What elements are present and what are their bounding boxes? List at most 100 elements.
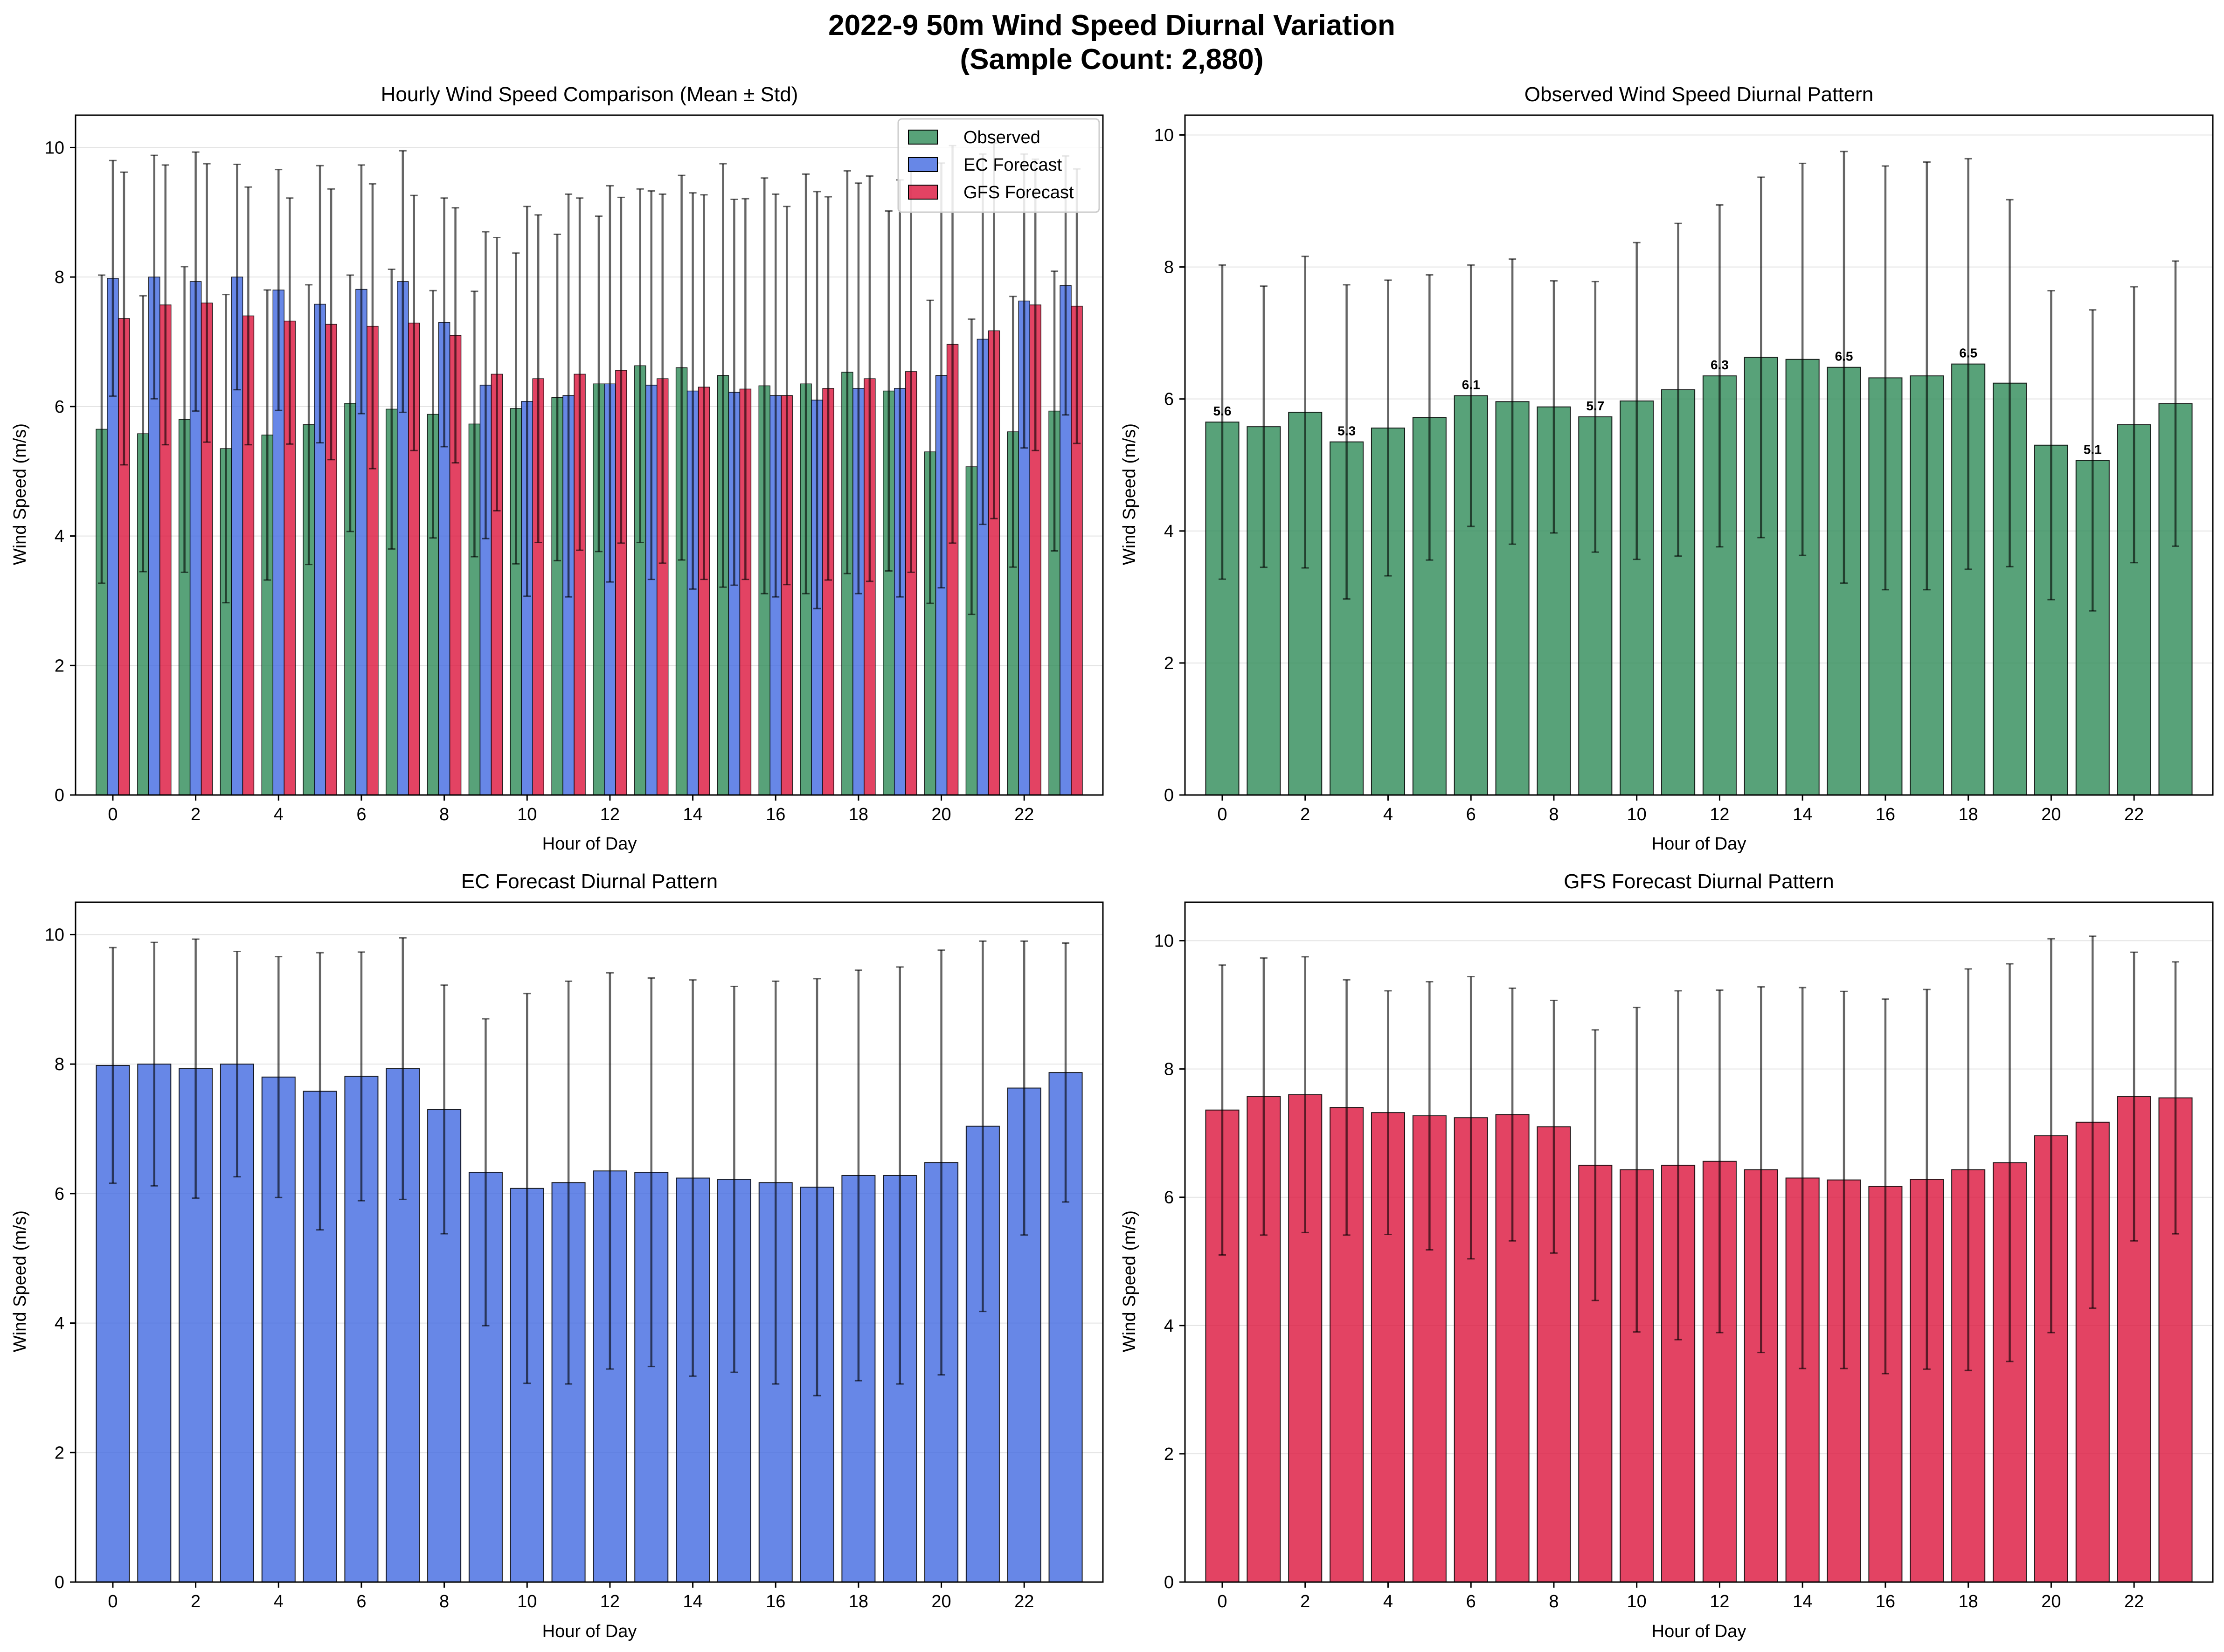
comparison-ytick-label: 6 [55, 397, 64, 417]
observed-ytick-label: 10 [1154, 125, 1174, 145]
observed-xtick-label: 22 [2124, 805, 2144, 824]
comparison-xtick-label: 2 [191, 805, 201, 824]
comparison-xtick-label: 12 [600, 805, 620, 824]
comparison-ytick-label: 10 [45, 138, 64, 158]
ec-ytick-label: 4 [55, 1314, 64, 1334]
panel-observed-xlabel: Hour of Day [1652, 834, 1746, 854]
gfs-xtick-label: 20 [2041, 1592, 2061, 1611]
legend-swatch-ec [908, 157, 938, 172]
ec-xtick-label: 2 [191, 1592, 201, 1611]
gfs-xtick-label: 2 [1300, 1592, 1310, 1611]
ec-ytick-label: 2 [55, 1443, 64, 1463]
observed-xtick-label: 16 [1876, 805, 1895, 824]
gfs-ytick-label: 4 [1164, 1316, 1174, 1336]
panel-observed-title: Observed Wind Speed Diurnal Pattern [1524, 83, 1873, 106]
ec-xtick-label: 8 [439, 1592, 449, 1611]
ec-bar-ec-forecast [261, 1076, 296, 1583]
comparison-ytick-label: 4 [55, 527, 64, 546]
gfs-ytick-label: 8 [1164, 1060, 1174, 1079]
panel-observed-plot: 5.6 5.3 6.1 5.7 6.3 6.5 6.5 5.1 0 2 4 6 8 10 12 14 16 18 2… [1154, 114, 2214, 824]
comparison-xtick-label: 4 [274, 805, 284, 824]
ec-xtick-label: 4 [274, 1592, 284, 1611]
panel-gfs-plot: 0 2 4 6 8 10 12 14 16 18 20 22 0 2 4 6 8 10 [1154, 901, 2214, 1611]
legend-swatch-gfs [908, 185, 938, 200]
legend-swatch-observed [908, 130, 938, 145]
panel-ec: EC Forecast Diurnal Pattern 0 2 4 6 8 10 12 14 1… [10, 870, 1104, 1641]
legend-label-gfs: GFS Forecast [963, 183, 1074, 202]
comparison-xtick-label: 10 [517, 805, 537, 824]
gfs-ytick-label: 10 [1154, 932, 1174, 951]
ec-xtick-label: 14 [683, 1592, 702, 1611]
observed-xtick-label: 0 [1217, 805, 1227, 824]
observed-xtick-label: 6 [1466, 805, 1476, 824]
legend-label-ec: EC Forecast [963, 155, 1062, 175]
observed-data-label: 6.1 [1462, 378, 1480, 392]
comparison-xtick-label: 20 [931, 805, 951, 824]
figure-title-line1: 2022-9 50m Wind Speed Diurnal Variation [828, 9, 1395, 41]
gfs-xtick-label: 8 [1549, 1592, 1559, 1611]
observed-data-label: 6.5 [1959, 346, 1977, 360]
observed-data-label: 6.5 [1835, 349, 1853, 364]
observed-xtick-label: 10 [1627, 805, 1647, 824]
ec-xtick-label: 6 [356, 1592, 366, 1611]
comparison-xtick-label: 6 [356, 805, 366, 824]
gfs-xtick-label: 22 [2124, 1592, 2144, 1611]
legend: Observed EC Forecast GFS Forecast [897, 118, 1100, 213]
panel-gfs-xlabel: Hour of Day [1652, 1622, 1746, 1641]
ec-xtick-label: 12 [600, 1592, 620, 1611]
observed-data-label: 6.3 [1711, 358, 1729, 372]
panel-gfs-title: GFS Forecast Diurnal Pattern [1564, 870, 1834, 893]
ec-axes-frame [75, 901, 1104, 1583]
observed-axes-frame [1184, 114, 2214, 796]
observed-xtick-label: 4 [1383, 805, 1393, 824]
ec-xtick-label: 22 [1014, 1592, 1034, 1611]
comparison-xtick-label: 8 [439, 805, 449, 824]
gfs-xtick-label: 4 [1383, 1592, 1393, 1611]
comparison-ytick-label: 0 [55, 786, 64, 805]
panel-comparison-xlabel: Hour of Day [542, 834, 637, 854]
comparison-ytick-label: 2 [55, 656, 64, 676]
observed-xtick-label: 2 [1300, 805, 1310, 824]
gfs-xtick-label: 14 [1793, 1592, 1812, 1611]
panel-comparison: Hourly Wind Speed Comparison (Mean ± Std… [10, 83, 1104, 854]
gfs-xtick-label: 6 [1466, 1592, 1476, 1611]
observed-xtick-label: 20 [2041, 805, 2061, 824]
gfs-xtick-label: 16 [1876, 1592, 1895, 1611]
panel-observed: Observed Wind Speed Diurnal Pattern 5.6 5… [1120, 83, 2214, 854]
ec-ytick-label: 0 [55, 1573, 64, 1592]
comparison-xtick-label: 22 [1014, 805, 1034, 824]
observed-xtick-label: 8 [1549, 805, 1559, 824]
ec-xtick-label: 0 [108, 1592, 118, 1611]
panel-gfs-ylabel: Wind Speed (m/s) [1120, 1210, 1139, 1352]
observed-data-label: 5.6 [1213, 404, 1232, 418]
ec-ytick-label: 6 [55, 1184, 64, 1204]
panel-ec-xlabel: Hour of Day [542, 1622, 637, 1641]
panel-ec-title: EC Forecast Diurnal Pattern [461, 870, 718, 893]
ec-xtick-label: 20 [931, 1592, 951, 1611]
comparison-ytick-label: 8 [55, 268, 64, 287]
ec-xtick-label: 10 [517, 1592, 537, 1611]
panel-gfs: GFS Forecast Diurnal Pattern 0 2 4 6 8 10 12 14… [1120, 870, 2214, 1641]
panel-ec-plot: 0 2 4 6 8 10 12 14 16 18 20 22 0 2 4 6 8 10 [45, 901, 1104, 1611]
comparison-xtick-label: 0 [108, 805, 118, 824]
gfs-ytick-label: 6 [1164, 1188, 1174, 1208]
gfs-xtick-label: 10 [1627, 1592, 1647, 1611]
comparison-xtick-label: 14 [683, 805, 702, 824]
observed-xtick-label: 18 [1959, 805, 1978, 824]
observed-xtick-label: 12 [1710, 805, 1729, 824]
gfs-ytick-label: 2 [1164, 1445, 1174, 1464]
observed-data-label: 5.3 [1337, 424, 1356, 438]
ec-xtick-label: 16 [766, 1592, 785, 1611]
observed-ytick-label: 4 [1164, 522, 1174, 541]
observed-ytick-label: 0 [1164, 786, 1174, 805]
ec-xtick-label: 18 [849, 1592, 868, 1611]
panel-ec-ylabel: Wind Speed (m/s) [10, 1210, 30, 1352]
ec-ytick-label: 10 [45, 925, 64, 945]
gfs-bar-gfs-forecast [1868, 1186, 1903, 1583]
ec-ytick-label: 8 [55, 1055, 64, 1074]
legend-label-observed: Observed [963, 128, 1040, 147]
observed-data-label: 5.7 [1586, 399, 1604, 413]
figure-title-line2: (Sample Count: 2,880) [960, 43, 1263, 76]
panel-comparison-title: Hourly Wind Speed Comparison (Mean ± Std… [381, 83, 798, 106]
